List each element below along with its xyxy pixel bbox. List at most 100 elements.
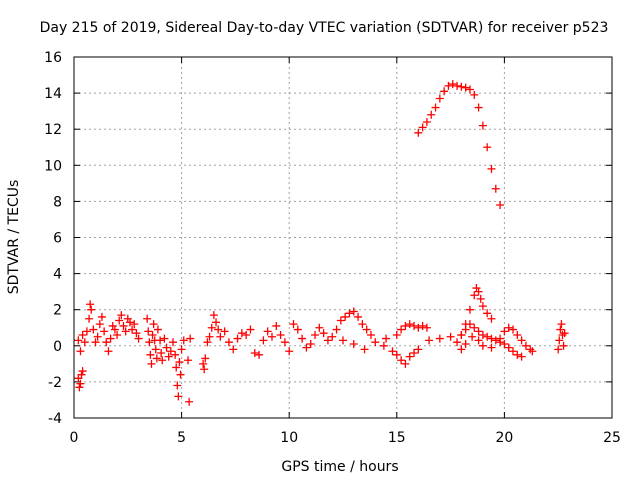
data-point xyxy=(405,320,414,329)
data-point xyxy=(160,334,169,343)
data-point xyxy=(212,318,221,327)
data-point xyxy=(216,332,225,341)
y-axis-label: SDTVAR / TECUs xyxy=(6,180,22,295)
data-point xyxy=(205,332,214,341)
data-point xyxy=(397,356,406,365)
data-point xyxy=(478,330,487,339)
data-point xyxy=(179,336,188,345)
data-point xyxy=(134,334,143,343)
data-point xyxy=(132,329,141,338)
data-point xyxy=(474,287,483,296)
data-point xyxy=(77,370,86,379)
data-point xyxy=(162,343,171,352)
x-tick-label: 0 xyxy=(70,430,79,446)
data-point xyxy=(201,354,210,363)
grid xyxy=(74,57,612,418)
data-point xyxy=(478,121,487,130)
data-point xyxy=(147,359,156,368)
data-point xyxy=(280,338,289,347)
data-point xyxy=(371,338,380,347)
data-point xyxy=(156,336,165,345)
data-point xyxy=(521,341,530,350)
data-point xyxy=(483,332,492,341)
data-point xyxy=(487,334,496,343)
data-point xyxy=(496,334,505,343)
data-point xyxy=(76,379,85,388)
data-point xyxy=(171,350,180,359)
data-point xyxy=(425,336,434,345)
data-point xyxy=(453,338,462,347)
data-point xyxy=(298,334,307,343)
data-point xyxy=(360,345,369,354)
data-point xyxy=(517,336,526,345)
y-tick-label: 12 xyxy=(44,122,62,138)
data-point xyxy=(339,336,347,345)
data-point xyxy=(487,164,496,173)
data-point xyxy=(500,327,509,336)
data-point xyxy=(164,352,173,361)
data-point xyxy=(158,356,167,365)
data-point xyxy=(323,336,332,345)
y-tick-label: 0 xyxy=(53,339,62,355)
data-point xyxy=(242,330,251,339)
data-point xyxy=(267,332,276,341)
data-point xyxy=(478,302,487,311)
chart-title: Day 215 of 2019, Sidereal Day-to-day VTE… xyxy=(40,20,609,36)
data-point xyxy=(151,345,160,354)
data-point xyxy=(557,320,566,329)
data-point xyxy=(104,347,113,356)
data-point xyxy=(78,367,87,376)
data-point xyxy=(476,294,485,303)
y-tick-label: 2 xyxy=(53,303,62,319)
data-point xyxy=(470,291,479,300)
data-points xyxy=(74,80,569,406)
data-point xyxy=(289,320,298,329)
data-point xyxy=(556,325,565,334)
data-point xyxy=(207,323,216,332)
data-point xyxy=(405,352,414,361)
data-point xyxy=(392,330,401,339)
data-point xyxy=(418,321,427,330)
data-point xyxy=(87,305,96,314)
data-point xyxy=(504,343,513,352)
data-point xyxy=(149,320,158,329)
data-point xyxy=(176,370,185,379)
data-point xyxy=(143,314,152,323)
data-point xyxy=(474,336,483,345)
data-point xyxy=(555,336,564,345)
y-tick-label: 16 xyxy=(44,50,62,66)
data-point xyxy=(410,349,419,358)
data-point xyxy=(78,330,87,339)
data-point xyxy=(255,350,264,359)
data-point xyxy=(86,300,95,309)
data-point xyxy=(148,330,157,339)
data-point xyxy=(229,345,238,354)
data-point xyxy=(319,329,328,338)
data-point xyxy=(487,343,496,352)
data-point xyxy=(173,381,182,390)
data-point xyxy=(397,325,406,334)
x-axis-label: GPS time / hours xyxy=(281,459,398,475)
data-point xyxy=(392,350,401,359)
data-point xyxy=(306,339,315,348)
y-tick-label: 10 xyxy=(44,158,62,174)
x-tick-label: 25 xyxy=(603,430,621,446)
y-tick-label: -2 xyxy=(48,375,62,391)
data-point xyxy=(414,128,423,137)
data-point xyxy=(115,316,124,325)
data-point xyxy=(446,332,455,341)
data-point xyxy=(166,347,175,356)
data-point xyxy=(448,80,457,89)
data-point xyxy=(465,305,474,314)
data-point xyxy=(119,321,128,330)
data-point xyxy=(233,334,242,343)
data-point xyxy=(91,338,100,347)
data-point xyxy=(89,325,98,334)
x-tick-label: 5 xyxy=(177,430,186,446)
data-point xyxy=(85,314,94,323)
data-point xyxy=(184,356,193,365)
data-point xyxy=(470,323,479,332)
data-point xyxy=(302,343,311,352)
data-point xyxy=(145,338,154,347)
data-point xyxy=(349,307,358,316)
